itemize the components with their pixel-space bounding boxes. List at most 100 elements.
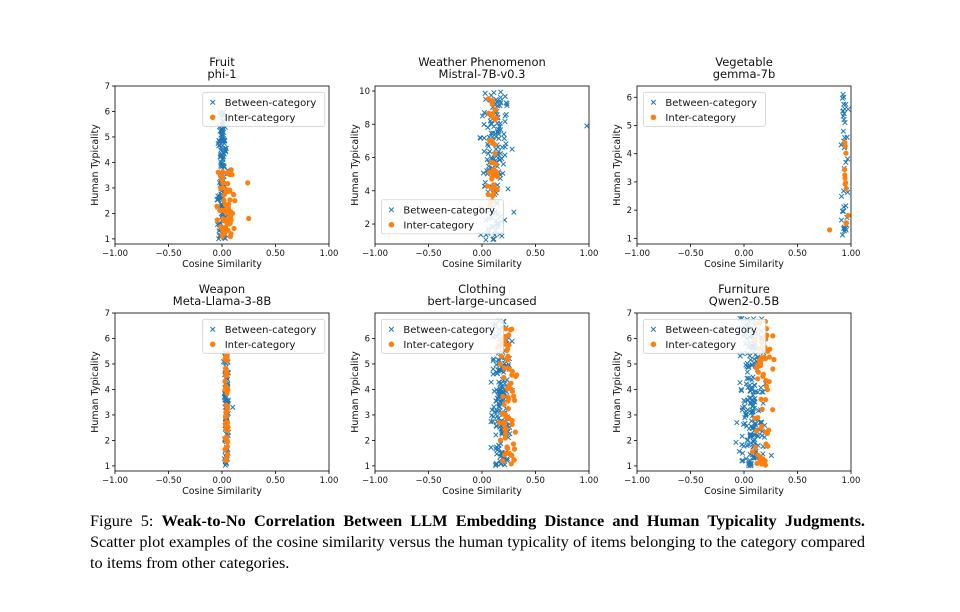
y-tick-label: 1 xyxy=(627,462,632,472)
point-inter-category xyxy=(755,376,761,382)
point-inter-category xyxy=(503,431,509,437)
point-between-category xyxy=(502,113,508,119)
point-inter-category xyxy=(767,346,773,352)
point-inter-category xyxy=(842,181,848,187)
point-inter-category xyxy=(218,185,224,191)
point-inter-category xyxy=(512,429,518,435)
point-inter-category xyxy=(511,397,518,403)
x-tick-label: 1.00 xyxy=(320,249,339,259)
point-inter-category xyxy=(756,357,763,363)
point-inter-category xyxy=(221,197,227,204)
point-inter-category xyxy=(760,373,766,379)
point-inter-category xyxy=(227,171,233,178)
point-between-category xyxy=(738,388,745,394)
point-between-category xyxy=(733,439,739,446)
point-between-category xyxy=(488,419,494,425)
point-between-category xyxy=(743,381,749,387)
y-tick-label: 2 xyxy=(627,436,632,446)
figure-caption: Figure 5: Weak-to-No Correlation Between… xyxy=(90,510,865,573)
point-inter-category xyxy=(498,353,504,359)
point-between-category xyxy=(490,371,496,377)
chart-title-line: Clothing xyxy=(458,282,506,296)
caption-text: Scatter plot examples of the cosine simi… xyxy=(90,532,865,572)
legend-label: Between-category xyxy=(403,325,495,336)
point-between-category xyxy=(485,150,491,157)
legend: Between-category Inter-category xyxy=(643,91,766,127)
x-tick-label: −1.00 xyxy=(362,476,388,486)
point-between-category xyxy=(842,225,849,232)
point-inter-category xyxy=(509,388,516,394)
point-between-category xyxy=(488,130,494,136)
point-inter-category xyxy=(485,96,491,102)
point-inter-category xyxy=(508,380,514,386)
point-between-category xyxy=(839,208,846,214)
point-between-category xyxy=(479,113,486,119)
y-tick-label: 4 xyxy=(105,385,110,395)
point-inter-category xyxy=(510,441,517,447)
point-between-category xyxy=(752,420,758,426)
point-between-category xyxy=(838,193,845,199)
point-between-category xyxy=(758,385,764,391)
point-inter-category xyxy=(502,426,508,433)
point-inter-category xyxy=(492,117,498,123)
point-inter-category xyxy=(227,197,233,203)
point-inter-category xyxy=(770,366,776,372)
point-between-category xyxy=(750,455,757,461)
y-axis-label: Human Typicality xyxy=(350,124,361,206)
point-inter-category xyxy=(754,428,760,434)
legend: Between-category Inter-category xyxy=(643,318,766,354)
legend: Between-category Inter-category xyxy=(202,318,326,354)
point-inter-category xyxy=(763,383,769,389)
point-inter-category xyxy=(223,207,229,213)
point-inter-category xyxy=(506,366,512,372)
point-inter-category xyxy=(505,406,511,412)
point-inter-category xyxy=(504,444,510,450)
point-between-category xyxy=(747,382,753,388)
point-between-category xyxy=(490,357,496,364)
y-tick-label: 10 xyxy=(359,87,370,97)
point-between-category xyxy=(493,398,499,404)
x-tick-label: −1.00 xyxy=(102,249,128,259)
x-axis-label: Cosine Similarity xyxy=(442,486,522,497)
point-between-category xyxy=(494,408,500,414)
point-inter-category xyxy=(494,174,501,180)
x-tick-label: 0.50 xyxy=(526,249,545,259)
point-inter-category xyxy=(220,227,226,234)
point-inter-category xyxy=(224,451,230,458)
point-inter-category xyxy=(758,362,764,369)
point-inter-category xyxy=(492,150,498,157)
point-inter-category xyxy=(223,187,230,193)
y-tick-label: 4 xyxy=(627,385,632,395)
point-inter-category xyxy=(221,192,227,198)
point-inter-category xyxy=(490,160,496,166)
point-between-category xyxy=(493,387,500,393)
point-between-category xyxy=(493,461,499,467)
x-axis-label: Cosine Similarity xyxy=(182,259,262,270)
y-tick-label: 6 xyxy=(627,334,632,344)
point-between-category xyxy=(496,135,502,142)
legend-label: Inter-category xyxy=(403,220,474,231)
y-tick-label: 1 xyxy=(105,235,110,245)
point-inter-category xyxy=(759,423,765,430)
point-between-category xyxy=(737,353,743,359)
y-axis-label: Human Typicality xyxy=(350,351,361,433)
point-between-category xyxy=(230,404,236,410)
point-inter-category xyxy=(494,186,500,192)
point-inter-category xyxy=(214,217,220,223)
point-between-category xyxy=(501,131,507,137)
point-inter-category xyxy=(225,181,231,187)
point-inter-category xyxy=(489,175,495,181)
legend-marker-x-icon xyxy=(388,207,395,213)
y-tick-label: 2 xyxy=(105,209,110,219)
y-tick-label: 1 xyxy=(105,462,110,472)
legend-marker-x-icon xyxy=(210,99,216,105)
point-between-category xyxy=(746,375,752,382)
y-tick-label: 3 xyxy=(627,178,632,188)
y-tick-label: 6 xyxy=(105,107,110,117)
x-tick-label: 0.00 xyxy=(473,249,492,259)
